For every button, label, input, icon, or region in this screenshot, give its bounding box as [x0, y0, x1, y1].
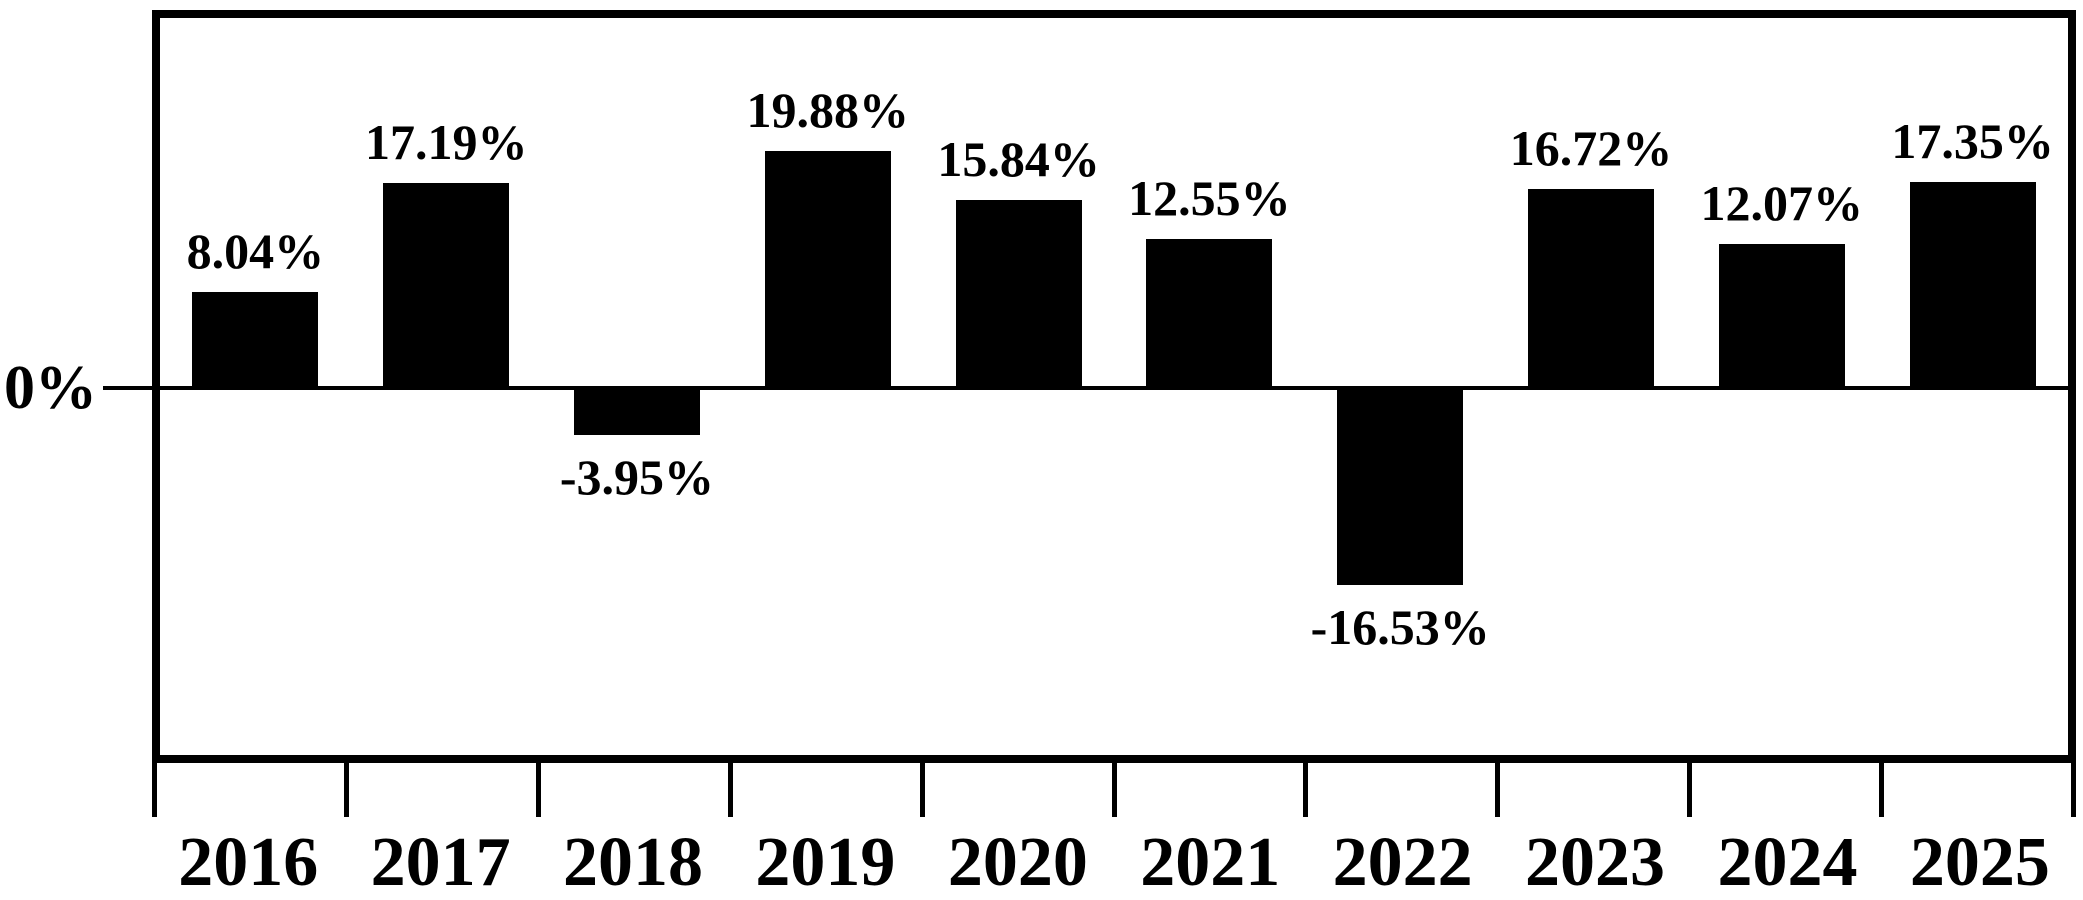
x-axis-labels: 2016 2017 2018 2019 2020 2021 2022 2023 2024 2025 [152, 826, 2076, 900]
x-axis-ticks [152, 763, 2076, 817]
x-axis-label-2019: 2019 [755, 824, 896, 900]
bar-2018 [573, 388, 700, 435]
bar-slot-2020: 15.84% [923, 18, 1114, 755]
bar-2021 [1146, 239, 1273, 388]
x-axis-tick-10 [2071, 763, 2076, 817]
bar-2016 [192, 292, 319, 388]
bar-2017 [383, 183, 510, 388]
x-axis-label-2025: 2025 [1909, 824, 2050, 900]
bar-2020 [955, 200, 1082, 388]
bar-slot-2022: -16.53% [1305, 18, 1496, 755]
value-label-2025: 17.35% [1891, 113, 2054, 169]
value-label-2020: 15.84% [937, 131, 1100, 187]
bar-slot-2021: 12.55% [1114, 18, 1305, 755]
bar-2019 [764, 151, 891, 388]
x-axis-label-2021: 2021 [1140, 824, 1281, 900]
value-label-2017: 17.19% [364, 114, 528, 170]
bar-2025 [1909, 182, 2036, 388]
x-axis-tick-3 [728, 763, 733, 817]
value-label-2021: 12.55% [1128, 170, 1291, 226]
value-label-2022: -16.53% [1310, 599, 1490, 655]
x-axis-label-2016: 2016 [178, 824, 319, 900]
bar-slot-2017: 17.19% [351, 18, 542, 755]
plot-area: 8.04% 17.19% -3.95% 19.88% 15.84% 12.55% -16.5… [152, 10, 2076, 763]
y-axis-zero-label: 0% [4, 354, 97, 422]
x-axis-tick-1 [344, 763, 349, 817]
bar-2023 [1527, 189, 1654, 388]
x-axis-tick-7 [1495, 763, 1500, 817]
value-label-2019: 19.88% [746, 82, 910, 138]
y-axis-zero-tick [103, 386, 152, 390]
x-axis-label-2017: 2017 [370, 824, 511, 900]
zero-baseline [160, 386, 2068, 390]
bars-layer: 8.04% 17.19% -3.95% 19.88% 15.84% 12.55% -16.5… [160, 18, 2068, 755]
bar-2024 [1718, 244, 1845, 388]
x-axis-label-2022: 2022 [1332, 824, 1473, 900]
x-axis-label-2018: 2018 [563, 824, 704, 900]
x-axis-label-2024: 2024 [1717, 824, 1858, 900]
x-axis-tick-9 [1879, 763, 1884, 817]
bar-slot-2016: 8.04% [160, 18, 351, 755]
value-label-2024: 12.07% [1700, 175, 1864, 231]
bar-slot-2025: 17.35% [1877, 18, 2068, 755]
x-axis-tick-6 [1303, 763, 1308, 817]
value-label-2018: -3.95% [559, 449, 715, 505]
x-axis-label-2020: 2020 [947, 824, 1088, 900]
bar-slot-2023: 16.72% [1496, 18, 1687, 755]
x-axis-tick-2 [536, 763, 541, 817]
x-axis-label-2023: 2023 [1525, 824, 1666, 900]
x-axis-tick-4 [920, 763, 925, 817]
bar-slot-2019: 19.88% [732, 18, 923, 755]
bar-slot-2024: 12.07% [1686, 18, 1877, 755]
x-axis-tick-8 [1687, 763, 1692, 817]
bar-2022 [1337, 388, 1464, 585]
value-label-2016: 8.04% [186, 223, 325, 279]
bar-slot-2018: -3.95% [542, 18, 733, 755]
value-label-2023: 16.72% [1509, 120, 1673, 176]
x-axis-tick-5 [1112, 763, 1117, 817]
x-axis-tick-0 [152, 763, 157, 817]
